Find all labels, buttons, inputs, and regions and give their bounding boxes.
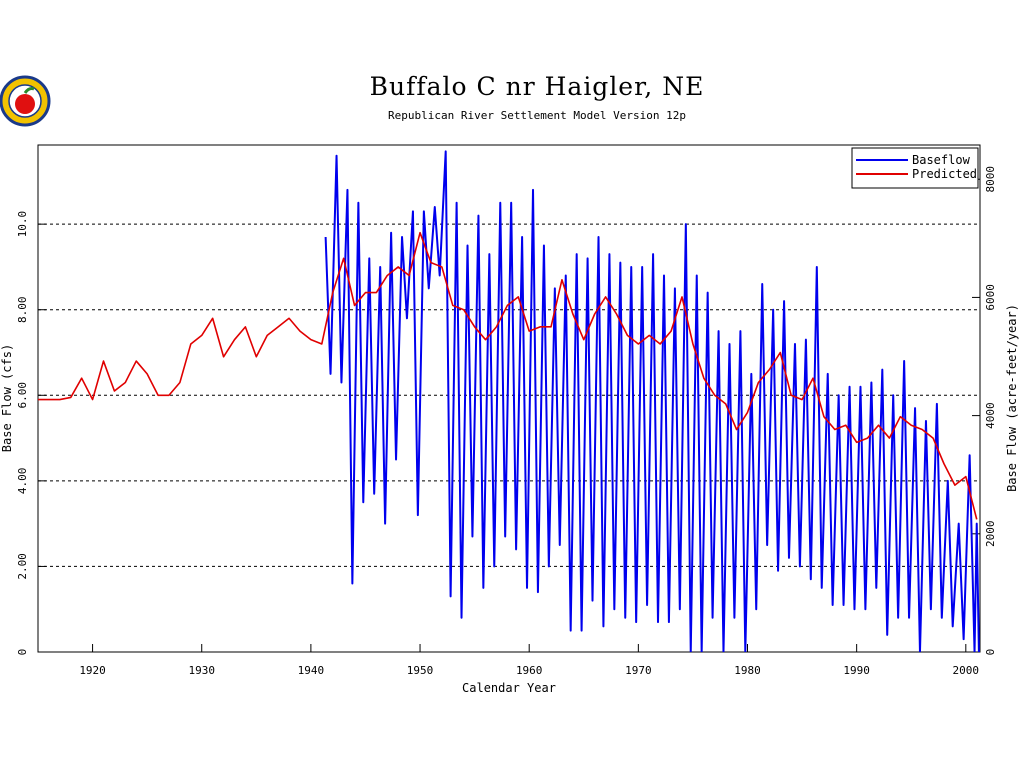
x-tick-label: 1930	[188, 664, 215, 677]
chart-subtitle: Republican River Settlement Model Versio…	[388, 109, 686, 122]
series-line	[324, 150, 980, 652]
legend-box	[851, 147, 979, 189]
chart-title: Buffalo C nr Haigler, NE	[370, 72, 705, 101]
y-tick-label: 4.00	[16, 468, 29, 495]
y-tick-label: 2.00	[16, 553, 29, 580]
x-tick-label: 1950	[407, 664, 434, 677]
y2-tick-label: 0	[984, 649, 997, 656]
y-tick-label: 10.0	[16, 211, 29, 238]
y2-tick-label: 4000	[984, 402, 997, 429]
x-tick-label: 1970	[625, 664, 652, 677]
x-tick-label: 1980	[734, 664, 761, 677]
legend-label: Predicted	[912, 167, 977, 181]
y-axis-label: Base Flow (cfs)	[0, 344, 14, 452]
series-line	[38, 231, 978, 520]
y-tick-label: 8.00	[16, 296, 29, 323]
x-tick-label: 1920	[79, 664, 106, 677]
x-tick-label: 2000	[953, 664, 980, 677]
y2-tick-label: 2000	[984, 521, 997, 548]
y2-tick-label: 8000	[984, 166, 997, 193]
y-tick-label: 6.00	[16, 382, 29, 409]
y-tick-label: 0	[16, 649, 29, 656]
y2-axis-label: Base Flow (acre-feet/year)	[1005, 304, 1019, 492]
logo	[0, 75, 51, 127]
legend-label: Baseflow	[912, 153, 971, 167]
x-tick-label: 1960	[516, 664, 543, 677]
x-axis-label: Calendar Year	[462, 681, 556, 695]
y2-tick-label: 6000	[984, 284, 997, 311]
x-tick-label: 1940	[298, 664, 325, 677]
x-tick-label: 1990	[843, 664, 870, 677]
